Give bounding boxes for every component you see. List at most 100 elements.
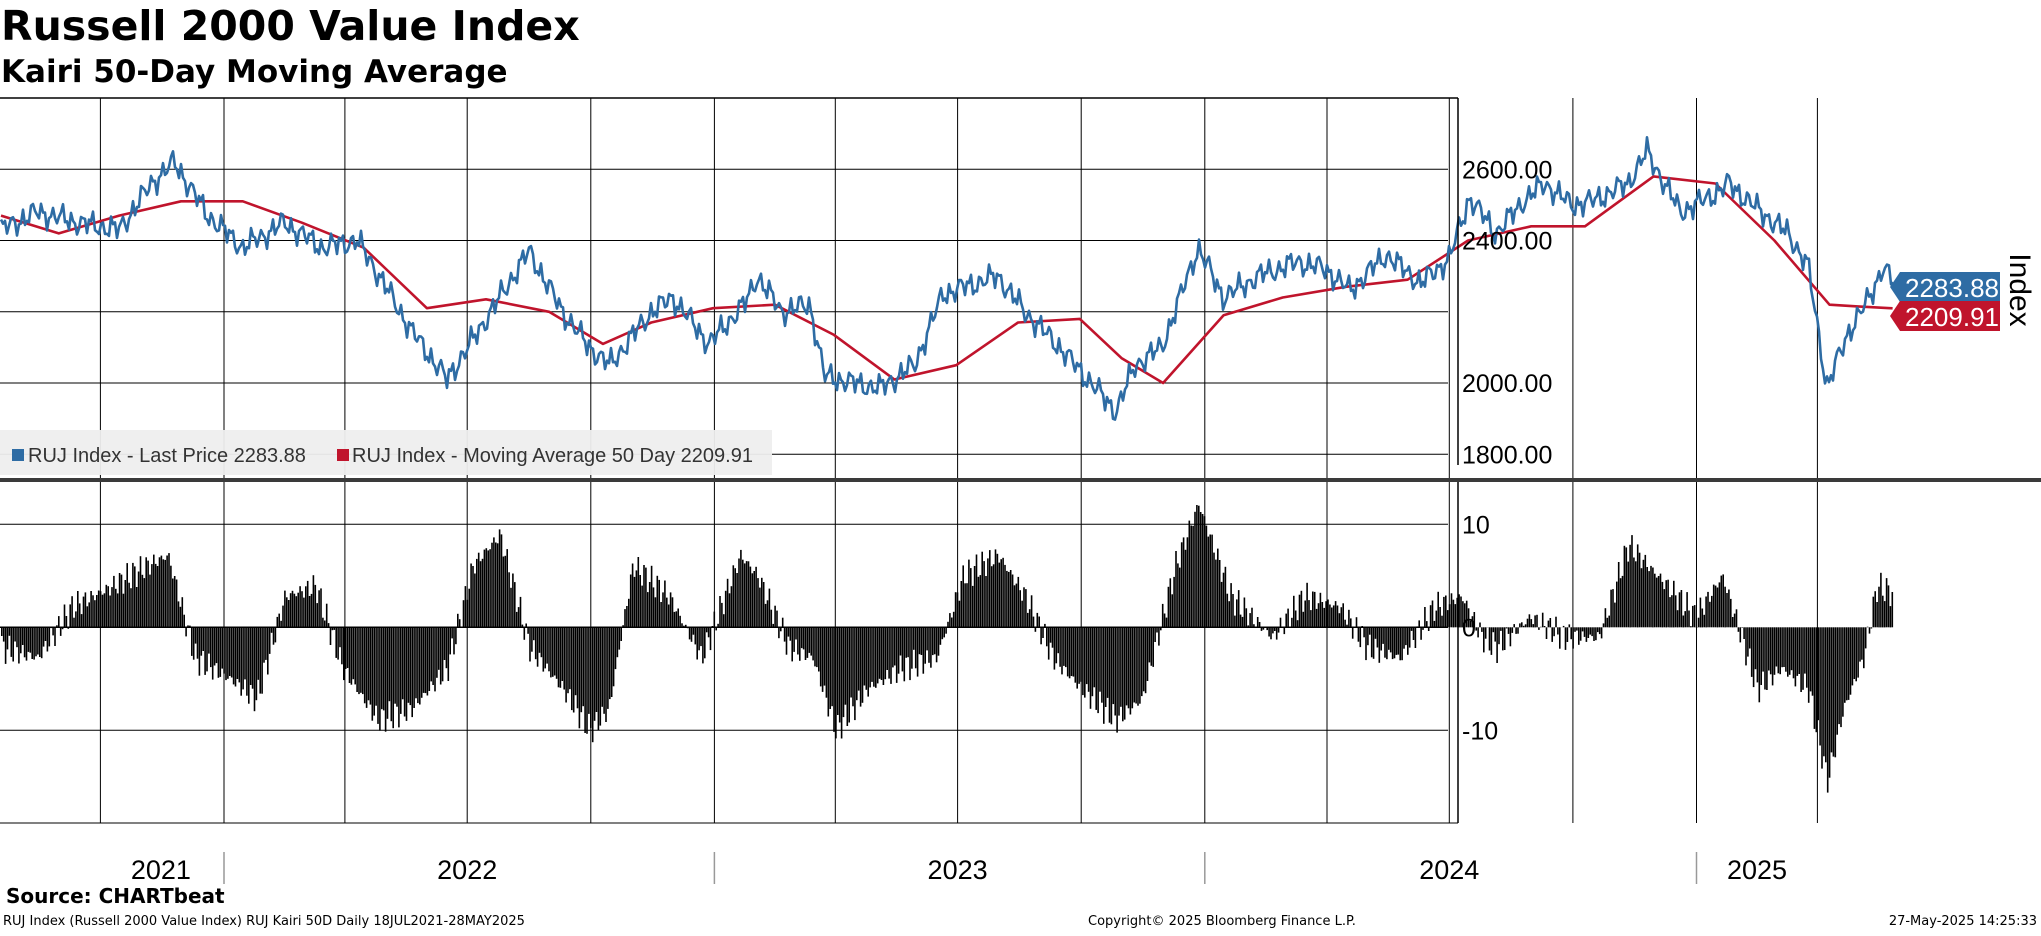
kairi-bar (1329, 604, 1331, 628)
kairi-bar (605, 627, 607, 722)
kairi-bar (681, 623, 683, 628)
kairi-bar (692, 627, 695, 635)
kairi-bar (970, 568, 972, 628)
kairi-bar (63, 604, 66, 628)
kairi-bar (1255, 626, 1257, 628)
kairi-bar (1507, 627, 1510, 634)
kairi-bar (1065, 627, 1067, 668)
kairi-bar (297, 592, 299, 628)
kairi-bar (39, 627, 41, 657)
kairi-bar (158, 557, 161, 628)
kairi-bars (1, 505, 1894, 793)
kairi-bar (1682, 615, 1685, 628)
kairi-bar (272, 627, 275, 645)
kairi-bar (519, 596, 522, 628)
kairi-bar (1291, 617, 1293, 628)
kairi-bar (785, 627, 788, 655)
kairi-bar (1566, 627, 1569, 642)
kairi-bar (1581, 627, 1584, 632)
kairi-bar (565, 627, 567, 703)
kairi-bar (447, 627, 450, 681)
kairi-bar (578, 627, 581, 729)
kairi-bar (1821, 627, 1823, 769)
kairi-bar (73, 617, 75, 628)
kairi-bar (1832, 627, 1835, 757)
kairi-bar (189, 625, 191, 628)
kairi-bar (1752, 627, 1755, 688)
kairi-bar (1262, 627, 1265, 630)
kairi-bar (1695, 627, 1698, 628)
kairi-bar (1427, 627, 1430, 631)
kairi-bar (305, 586, 307, 628)
kairi-bar (1317, 603, 1320, 628)
kairi-bar (198, 627, 201, 676)
kairi-bar (375, 627, 377, 706)
kairi-bar (966, 583, 968, 628)
kairi-bar (1553, 627, 1555, 637)
kairi-bar (844, 627, 847, 705)
kairi-bar (1228, 601, 1230, 628)
kairi-bar (1692, 605, 1694, 628)
kairi-bar (631, 563, 634, 628)
kairi-bar (517, 607, 520, 628)
kairi-bar (1104, 627, 1107, 707)
kairi-bar (1167, 586, 1170, 628)
kairi-bar (994, 549, 997, 628)
kairi-bar (1321, 602, 1324, 628)
kairi-bar (476, 558, 478, 628)
kairi-bar (799, 627, 801, 661)
kairi-bar (441, 627, 444, 682)
kairi-bar (261, 627, 263, 694)
kairi-bar (536, 627, 539, 667)
kairi-bar (1082, 627, 1084, 696)
kairi-bar (42, 627, 45, 647)
kairi-bar (802, 627, 805, 650)
kairi-bar (1676, 610, 1679, 628)
kairi-bar (170, 565, 172, 628)
kairi-bar (1405, 627, 1407, 646)
kairi-bar (101, 594, 104, 628)
kairi-bar (825, 627, 828, 698)
kairi-bar (263, 627, 265, 663)
kairi-bar (1655, 577, 1658, 628)
kairi-bar (1036, 612, 1039, 628)
kairi-bar (550, 627, 552, 678)
kairi-bar (265, 627, 267, 660)
kairi-bar (1076, 627, 1078, 689)
kairi-bar (1733, 613, 1736, 628)
kairi-bar (1730, 598, 1732, 628)
kairi-bar (905, 627, 907, 658)
kairi-bar (210, 627, 212, 668)
kairi-bar (962, 565, 964, 628)
kairi-bar (1403, 627, 1405, 649)
kairi-bar (487, 550, 489, 628)
kairi-bar (1889, 606, 1892, 628)
kairi-bar (1435, 610, 1438, 628)
kairi-bar (122, 593, 125, 628)
kairi-bar (960, 581, 963, 628)
kairi-bar (422, 627, 425, 693)
kairi-bar (1716, 587, 1719, 628)
kairi-bar (1201, 514, 1204, 628)
kairi-bar (82, 596, 85, 628)
kairi-bar (761, 577, 763, 628)
kairi-bar (124, 580, 127, 628)
kairi-bar (134, 566, 136, 628)
kairi-bar (1030, 595, 1033, 628)
kairi-bar (154, 563, 157, 628)
kairi-bar (1182, 537, 1185, 628)
kairi-bar (1872, 596, 1875, 628)
kairi-bar (1357, 627, 1360, 642)
kairi-bar (818, 627, 820, 672)
kairi-bar (248, 627, 250, 704)
kairi-bar (945, 627, 947, 634)
kairi-bar (918, 627, 921, 655)
kairi-bar (1249, 613, 1251, 628)
kairi-bar (234, 627, 237, 687)
kairi-bar (1608, 615, 1610, 628)
kairi-bar (156, 566, 159, 628)
kairi-bar (314, 584, 317, 628)
kairi-bar (1363, 627, 1365, 638)
kairi-bar (116, 593, 119, 628)
kairi-bar (1163, 613, 1166, 628)
